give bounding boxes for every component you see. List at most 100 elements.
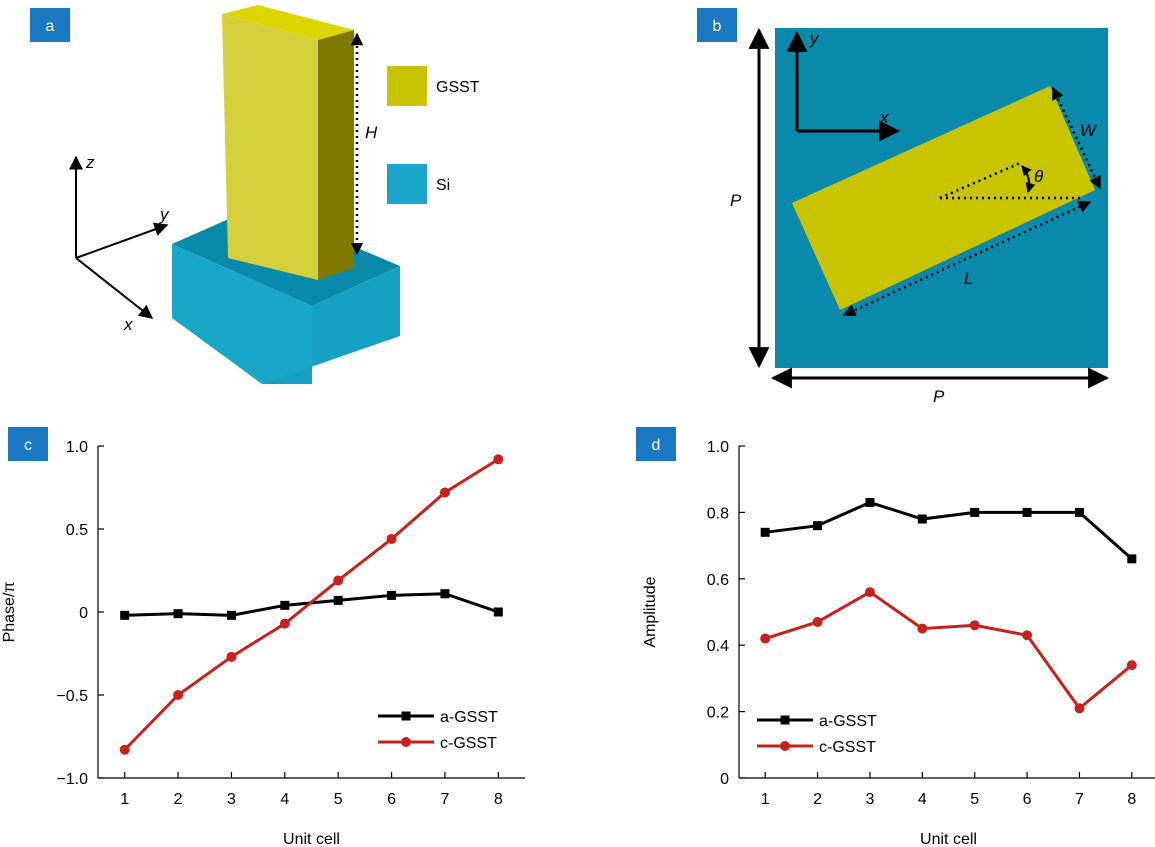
- data-point-a-GSST: [813, 521, 823, 531]
- data-point-c-GSST: [333, 575, 344, 586]
- data-point-c-GSST: [969, 620, 980, 631]
- x-axis-title: Unit cell: [283, 831, 340, 847]
- data-point-c-GSST: [493, 454, 504, 465]
- x-tick-label: 4: [918, 791, 927, 808]
- data-point-a-GSST: [917, 514, 927, 524]
- y-tick-label: 0.5: [66, 522, 88, 539]
- x-tick-label: 2: [174, 791, 183, 808]
- panel-a: a H GSST Si z y x: [30, 5, 480, 384]
- data-point-a-GSST: [280, 600, 290, 610]
- axis-z-label: z: [85, 153, 95, 172]
- data-point-a-GSST: [493, 607, 503, 617]
- data-point-a-GSST: [173, 609, 183, 619]
- y-tick-label: 0: [79, 605, 88, 622]
- data-point-a-GSST: [440, 589, 450, 599]
- panel-b-badge-label: b: [713, 18, 722, 35]
- series-line-a-GSST: [764, 500, 1133, 561]
- y-tick-label: 1.0: [66, 439, 88, 456]
- data-point-c-GSST: [1022, 630, 1033, 641]
- legend-label-c-GSST: c-GSST: [819, 739, 876, 756]
- data-point-a-GSST: [1074, 507, 1084, 517]
- data-point-c-GSST: [1126, 660, 1137, 671]
- si-block-side: [262, 266, 400, 384]
- width-label: W: [1080, 121, 1098, 140]
- x-tick-label: 7: [1075, 791, 1084, 808]
- phase-chart: −1.0 −0.5 0 0.5 1.0 1 2 3 4 5 6 7 8 Unit cell Phase/π a…: [1, 439, 525, 847]
- x-tick-label: 5: [334, 791, 343, 808]
- panel-c-badge: [8, 427, 48, 461]
- panel-d-badge: [636, 427, 676, 461]
- legend-label-a-GSST: a-GSST: [819, 713, 877, 730]
- data-point-a-GSST: [970, 507, 980, 517]
- theta-arc: [1021, 165, 1036, 193]
- si-block-front: [172, 244, 312, 384]
- data-point-a-GSST: [760, 527, 770, 537]
- panel-d-badge-label: d: [652, 437, 661, 454]
- y-tick-label: 0.2: [707, 705, 729, 722]
- x-tick-label: 6: [387, 791, 396, 808]
- data-point-a-GSST: [226, 610, 236, 620]
- data-point-c-GSST: [119, 744, 130, 755]
- data-point-a-GSST: [333, 595, 343, 605]
- x-tick-label: 1: [761, 791, 770, 808]
- legend-label-c-GSST: c-GSST: [440, 735, 497, 752]
- width-arrow: [1051, 86, 1102, 190]
- data-point-c-GSST: [439, 487, 450, 498]
- y-tick-label: 0.8: [707, 505, 729, 522]
- x-tick-label: 4: [280, 791, 289, 808]
- panel-b-badge: [697, 8, 737, 42]
- data-point-a-GSST: [1022, 507, 1032, 517]
- x-tick-label: 3: [865, 791, 874, 808]
- y-tick-label: −1.0: [56, 771, 88, 788]
- legend-label-si: Si: [436, 177, 450, 194]
- data-point-c-GSST: [279, 618, 290, 629]
- y-tick-label: 0.6: [707, 572, 729, 589]
- data-point-c-GSST: [226, 651, 237, 662]
- panel-a-badge: [30, 8, 70, 42]
- x-tick-label: 2: [813, 791, 822, 808]
- panel-d: d 0 0.2 0.4 0.6 0.8 1.0 1 2 3 4 5 6 7 8 Unit cell Ampli…: [636, 427, 1155, 847]
- data-point-c-GSST: [173, 690, 184, 700]
- y-tick-label: −0.5: [56, 688, 88, 705]
- theta-rotated-line: [939, 161, 1021, 200]
- x-tick-label: 3: [227, 791, 236, 808]
- x-tick-label: 7: [440, 791, 449, 808]
- legend-label-a-GSST: a-GSST: [440, 709, 498, 726]
- panel-c-badge-label: c: [24, 437, 32, 454]
- data-point-a-GSST: [387, 590, 397, 600]
- series-line-c-GSST: [123, 458, 500, 751]
- legend-swatch-si: [387, 164, 427, 204]
- gsst-pillar-side: [318, 30, 354, 280]
- panel-b: b y x θ W L P P: [697, 8, 1110, 406]
- x-axis-title: Unit cell: [920, 831, 977, 847]
- gsst-pillar-front: [222, 14, 318, 280]
- period-label-vertical: P: [730, 191, 742, 210]
- legend-marker-c-GSST: [401, 737, 411, 747]
- x-tick-label: 8: [494, 791, 503, 808]
- x-tick-label: 8: [1127, 791, 1136, 808]
- axis-x-label: x: [123, 315, 133, 334]
- panel-c: c −1.0 −0.5 0 0.5 1.0 1 2 3 4 5 6 7 8 Unit cell Phase/…: [1, 427, 525, 847]
- x-tick-label: 6: [1023, 791, 1032, 808]
- inner-axis-x-label: x: [879, 108, 889, 127]
- legend-label-gsst: GSST: [436, 79, 480, 96]
- x-tick-label: 5: [970, 791, 979, 808]
- legend-marker-a-GSST: [780, 715, 790, 725]
- y-axis-title: Amplitude: [642, 576, 659, 647]
- data-point-c-GSST: [917, 623, 928, 634]
- data-point-a-GSST: [865, 497, 875, 507]
- y-tick-label: 0: [720, 771, 729, 788]
- axis-y: [75, 222, 169, 259]
- amplitude-chart: 0 0.2 0.4 0.6 0.8 1.0 1 2 3 4 5 6 7 8 Unit cell Amplitu…: [642, 439, 1155, 847]
- data-point-c-GSST: [1074, 703, 1085, 714]
- height-label: H: [365, 123, 378, 142]
- series-line-c-GSST: [764, 590, 1133, 711]
- y-tick-label: 0.4: [707, 638, 729, 655]
- gsst-pillar-top: [222, 5, 354, 40]
- axis-x: [75, 257, 154, 319]
- data-point-a-GSST: [1127, 554, 1137, 564]
- legend-marker-a-GSST: [401, 711, 411, 721]
- data-point-c-GSST: [864, 587, 875, 598]
- data-point-c-GSST: [812, 616, 823, 627]
